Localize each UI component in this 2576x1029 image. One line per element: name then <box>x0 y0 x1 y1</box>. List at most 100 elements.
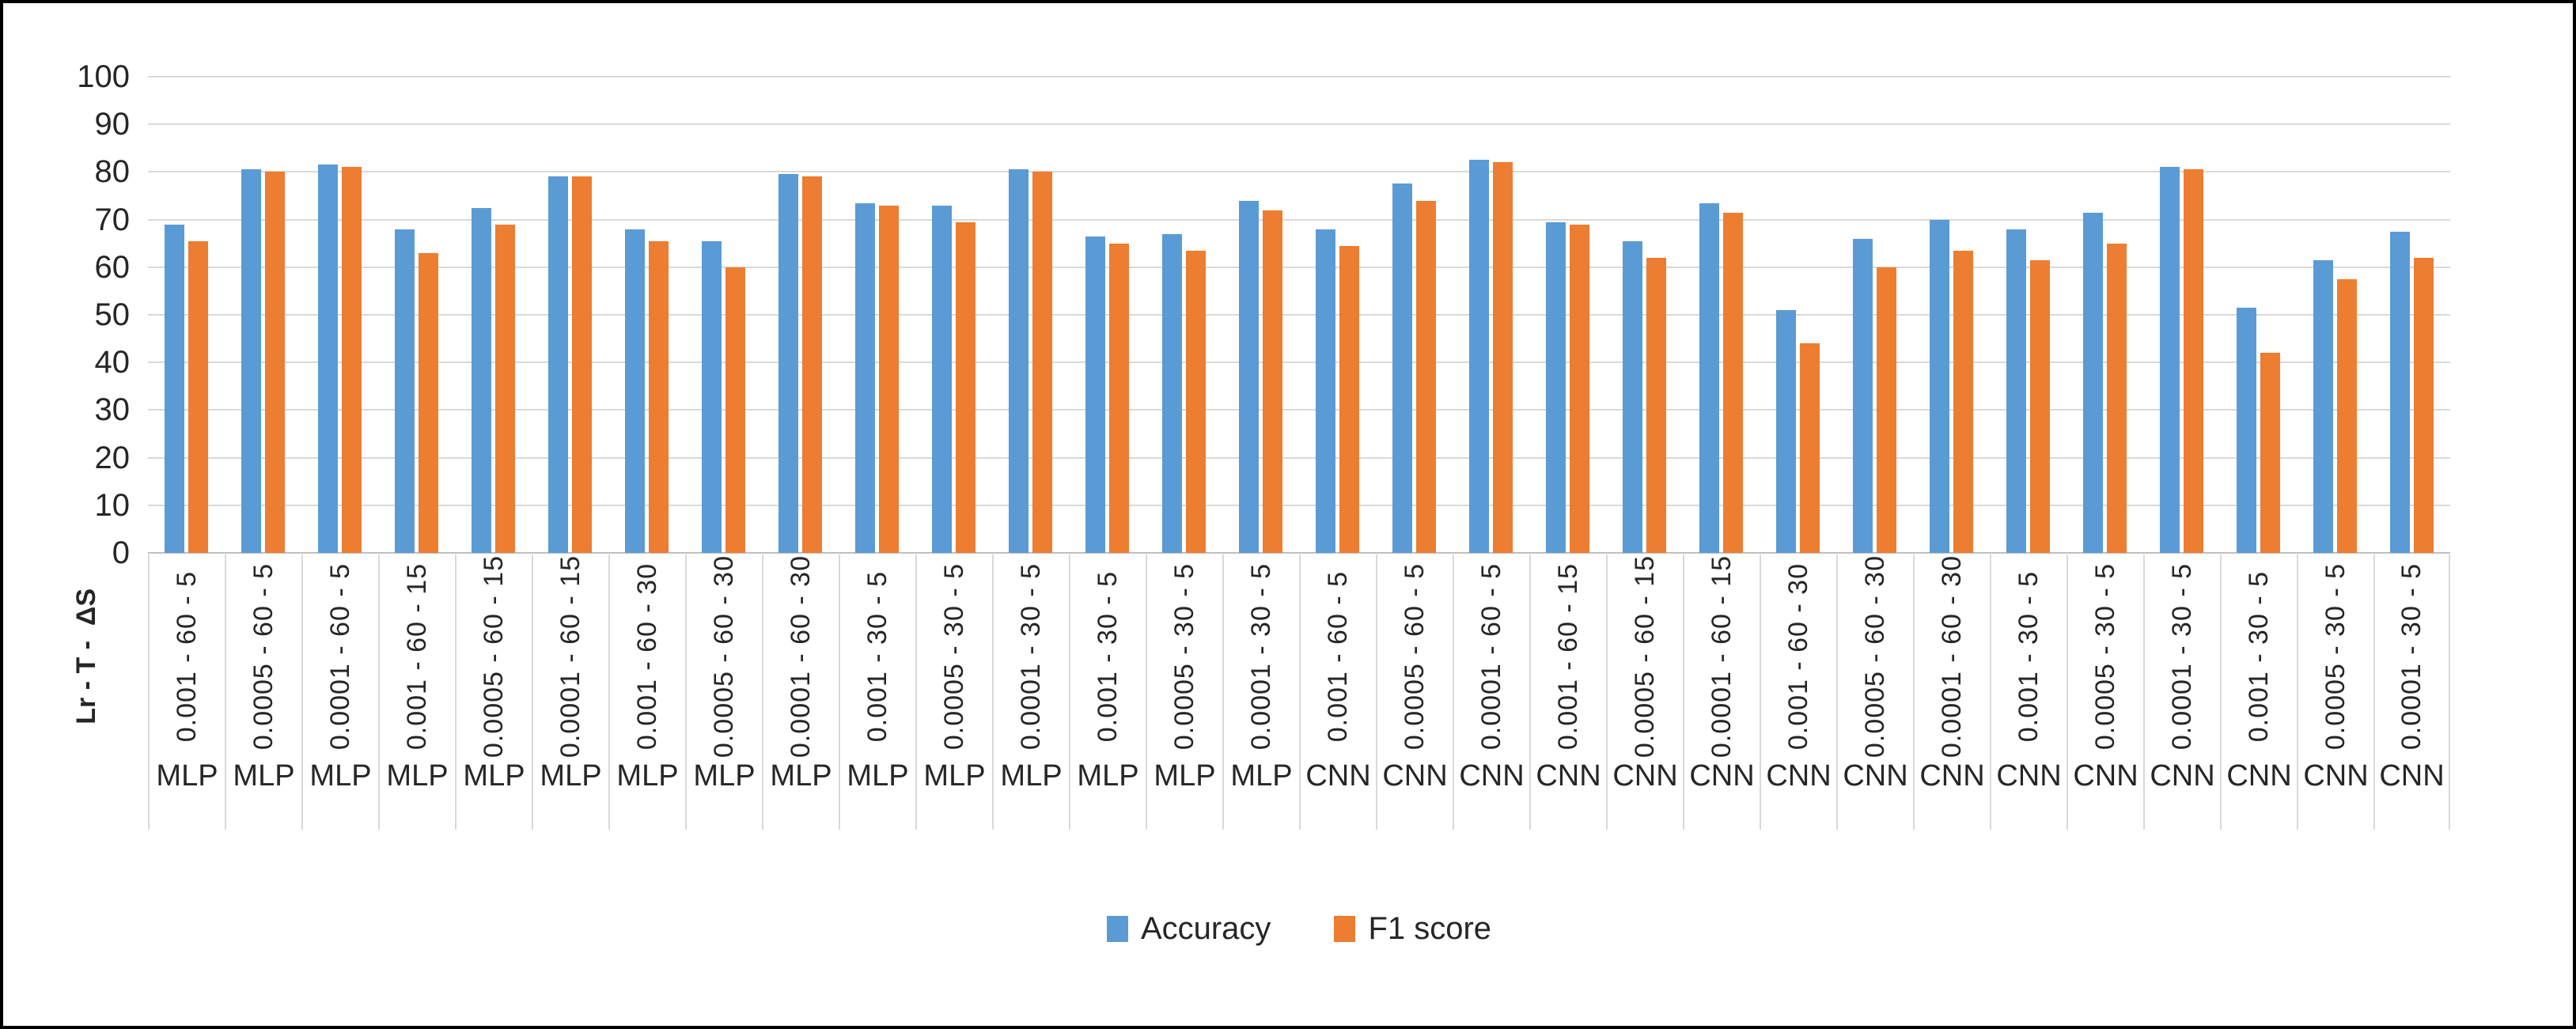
bar-accuracy <box>2083 212 2103 553</box>
y-axis: 0 10 20 30 40 50 60 70 80 90 100 <box>3 61 131 569</box>
bar-f1 <box>802 176 822 553</box>
accuracy-swatch-icon <box>1106 916 1128 942</box>
network-label: MLP <box>1154 759 1216 793</box>
network-label-wrap: CNN <box>1843 759 1907 830</box>
category-cell: 0.0001 - 30 - 5 CNN <box>2143 554 2220 830</box>
network-label-wrap: MLP <box>1230 759 1292 830</box>
category-label: 0.0001 - 30 - 5 <box>1016 562 1046 751</box>
network-label-wrap: MLP <box>693 759 755 830</box>
y-tick-label: 30 <box>94 392 131 428</box>
bar-accuracy <box>1162 233 1182 553</box>
network-label: MLP <box>309 759 372 793</box>
bar-accuracy <box>778 174 798 553</box>
legend: Accuracy F1 score <box>148 911 2450 947</box>
f1-swatch-icon <box>1334 916 1356 942</box>
bar-f1 <box>1263 210 1282 553</box>
network-label: MLP <box>463 759 525 793</box>
network-label: MLP <box>1077 759 1139 793</box>
legend-item-f1: F1 score <box>1334 911 1491 947</box>
bar-accuracy <box>855 202 875 553</box>
category-cell: 0.001 - 60 - 30 MLP <box>608 554 685 830</box>
bar-accuracy <box>318 165 338 553</box>
bar-f1 <box>2414 257 2434 553</box>
bar-accuracy <box>2390 231 2410 553</box>
category-cell: 0.0005 - 30 - 5 CNN <box>2297 554 2373 830</box>
network-label-wrap: MLP <box>923 759 985 830</box>
gridline <box>148 504 2450 506</box>
category-cell: 0.0005 - 30 - 5 MLP <box>1146 554 1222 830</box>
network-label-wrap: CNN <box>2303 759 2368 830</box>
category-cell: 0.001 - 60 - 5 MLP <box>148 554 225 830</box>
network-label-wrap: CNN <box>1996 759 2061 830</box>
bar-f1 <box>265 172 285 553</box>
bar-f1 <box>495 224 515 553</box>
bar-f1 <box>342 167 362 553</box>
network-label: MLP <box>540 759 602 793</box>
category-label: 0.001 - 60 - 15 <box>402 562 432 751</box>
y-tick-label: 90 <box>94 107 131 142</box>
category-cell: 0.0005 - 30 - 5 CNN <box>2066 554 2143 830</box>
category-label: 0.0005 - 60 - 5 <box>1400 562 1430 751</box>
category-cell: 0.001 - 60 - 15 CNN <box>1529 554 1606 830</box>
bar-accuracy <box>241 169 261 553</box>
category-axis-title: Lr - T - ΔS <box>59 554 114 759</box>
bar-accuracy <box>165 224 184 553</box>
category-label-wrap: 0.0005 - 60 - 5 <box>1400 554 1430 759</box>
network-label: MLP <box>1230 759 1293 793</box>
network-label-wrap: MLP <box>386 759 448 830</box>
gridline <box>148 456 2450 459</box>
category-cell: 0.0001 - 30 - 5 MLP <box>992 554 1069 830</box>
network-label: MLP <box>847 759 909 793</box>
network-label-wrap: CNN <box>2150 759 2214 830</box>
network-label: CNN <box>1382 759 1448 793</box>
bar-f1 <box>879 205 899 553</box>
bar-accuracy <box>702 240 722 553</box>
network-label: CNN <box>2303 759 2369 793</box>
category-label-wrap: 0.0005 - 30 - 5 <box>2090 554 2121 759</box>
category-label-wrap: 0.0001 - 60 - 5 <box>325 554 356 759</box>
bar-accuracy <box>2237 307 2256 553</box>
network-label: CNN <box>1459 759 1525 793</box>
gridline <box>148 76 2450 78</box>
network-label-wrap: CNN <box>1612 759 1677 830</box>
category-cell: 0.0005 - 60 - 15 CNN <box>1606 554 1683 830</box>
category-label-wrap: 0.001 - 60 - 5 <box>172 554 203 759</box>
bar-accuracy <box>625 229 645 553</box>
category-label: 0.0005 - 30 - 5 <box>2320 562 2351 751</box>
legend-label-accuracy: Accuracy <box>1140 911 1271 946</box>
network-label-wrap: MLP <box>847 759 908 830</box>
bar-f1 <box>572 176 592 553</box>
network-label-wrap: MLP <box>309 759 371 830</box>
category-label: 0.0001 - 60 - 5 <box>325 562 355 751</box>
gridline <box>148 123 2450 126</box>
category-label-wrap: 0.0001 - 30 - 5 <box>2167 554 2198 759</box>
network-label-wrap: CNN <box>1536 759 1601 830</box>
category-label-wrap: 0.0005 - 30 - 5 <box>939 554 970 759</box>
network-label: CNN <box>2379 759 2445 793</box>
bar-accuracy <box>548 176 568 553</box>
network-label-wrap: MLP <box>1000 759 1062 830</box>
y-tick-label: 50 <box>94 297 131 332</box>
category-label-wrap: 0.0001 - 30 - 5 <box>1016 554 1047 759</box>
bar-f1 <box>1800 343 1820 553</box>
network-label: CNN <box>1305 759 1371 793</box>
network-label: CNN <box>1919 759 1985 793</box>
category-label-wrap: 0.001 - 60 - 30 <box>632 554 663 759</box>
category-label: 0.001 - 60 - 30 <box>632 562 662 751</box>
bar-f1 <box>956 221 975 553</box>
x-axis-line <box>148 552 2450 554</box>
category-label: 0.0005 - 30 - 5 <box>939 562 969 751</box>
category-cell: 0.001 - 30 - 5 CNN <box>1990 554 2066 830</box>
bar-f1 <box>419 252 438 553</box>
category-cell: 0.001 - 60 - 30 CNN <box>1760 554 1836 830</box>
category-label-wrap: 0.0005 - 60 - 30 <box>1860 554 1891 759</box>
network-label: MLP <box>386 759 449 793</box>
network-label-wrap: MLP <box>1077 759 1138 830</box>
network-label-wrap: CNN <box>1382 759 1447 830</box>
category-label: 0.001 - 60 - 5 <box>1323 570 1353 743</box>
network-label-wrap: CNN <box>2379 759 2444 830</box>
category-cell: 0.001 - 60 - 15 MLP <box>378 554 455 830</box>
category-cell: 0.0001 - 60 - 15 CNN <box>1683 554 1760 830</box>
bar-f1 <box>1339 245 1359 553</box>
category-label-wrap: 0.001 - 30 - 5 <box>2244 554 2275 759</box>
